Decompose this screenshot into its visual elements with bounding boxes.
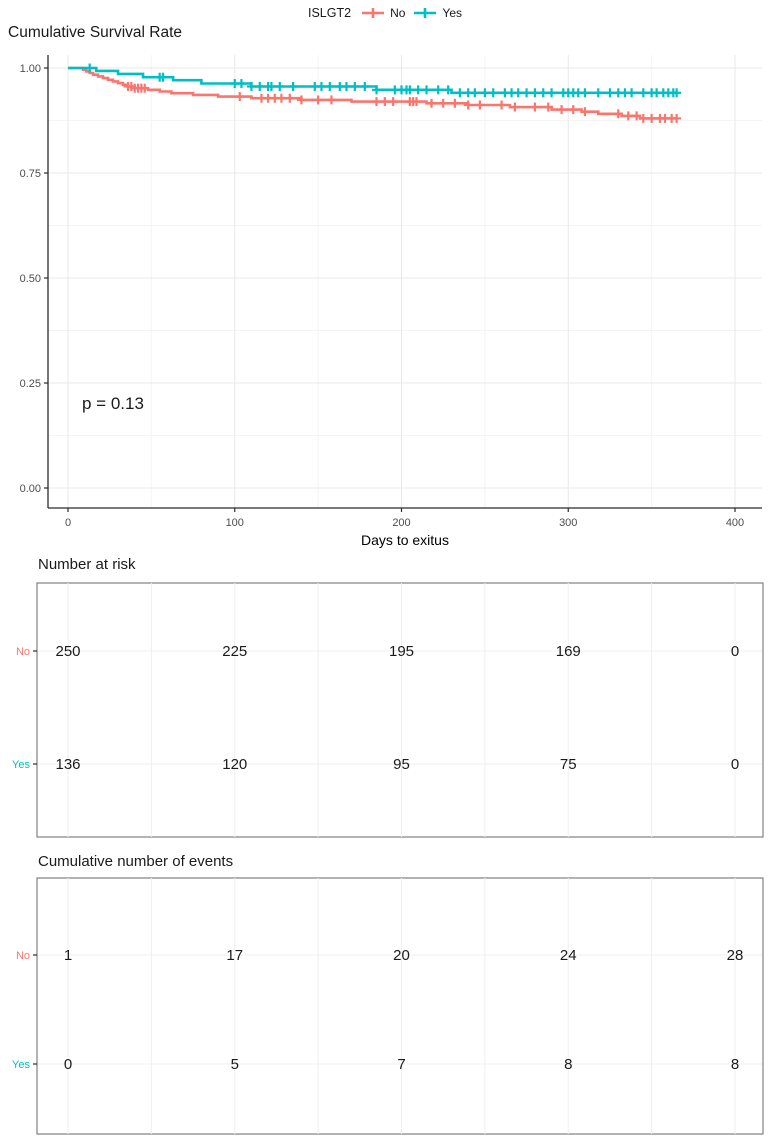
x-axis-ticks: 0 100 200 300 400 bbox=[65, 508, 744, 529]
table-gridlines bbox=[38, 878, 762, 1134]
table-value: 120 bbox=[222, 756, 247, 773]
p-value-label: p = 0.13 bbox=[82, 394, 144, 413]
censor-plus-icon bbox=[362, 8, 385, 18]
table-value: 28 bbox=[727, 947, 744, 964]
events-table-title: Cumulative number of events bbox=[38, 853, 234, 870]
table-value: 0 bbox=[731, 756, 739, 773]
table-value: 0 bbox=[731, 643, 739, 660]
gridlines bbox=[48, 55, 762, 508]
legend-item-no[interactable]: No bbox=[360, 6, 405, 20]
row-label-yes: Yes bbox=[12, 759, 30, 771]
table-value: 95 bbox=[393, 756, 410, 773]
censor-marks-yes bbox=[85, 63, 682, 98]
cumulative-events-table: No 1 17 20 24 28 Yes 0 5 7 8 8 bbox=[12, 877, 764, 1135]
table-value: 5 bbox=[231, 1056, 239, 1073]
table-value: 75 bbox=[560, 756, 577, 773]
legend-item-yes[interactable]: Yes bbox=[412, 6, 462, 20]
table-value: 225 bbox=[222, 643, 247, 660]
x-axis-label: Days to exitus bbox=[361, 532, 449, 548]
x-tick-label: 100 bbox=[226, 517, 244, 529]
survival-plot: 1.00 0.75 0.50 0.25 0.00 0 100 200 300 400 p = 0.1… bbox=[20, 55, 762, 529]
table-value: 17 bbox=[226, 947, 243, 964]
legend-title: ISLGT2 bbox=[308, 6, 352, 20]
y-tick-label: 0.25 bbox=[20, 378, 41, 390]
y-tick-label: 1.00 bbox=[20, 63, 41, 75]
number-at-risk-table: No 250 225 195 169 0 Yes 136 120 95 75 0 bbox=[12, 582, 764, 838]
table-value: 195 bbox=[389, 643, 414, 660]
x-tick-label: 0 bbox=[65, 517, 71, 529]
censor-marks-no bbox=[123, 81, 682, 123]
censor-plus-icon bbox=[414, 8, 437, 18]
legend-label-yes: Yes bbox=[442, 6, 462, 20]
y-tick-label: 0.75 bbox=[20, 168, 41, 180]
risk-table-title: Number at risk bbox=[38, 556, 136, 573]
row-label-no: No bbox=[16, 950, 30, 962]
y-tick-label: 0.00 bbox=[20, 483, 41, 495]
x-tick-label: 200 bbox=[392, 517, 410, 529]
y-axis-ticks: 1.00 0.75 0.50 0.25 0.00 bbox=[20, 63, 48, 495]
table-value: 8 bbox=[731, 1056, 739, 1073]
survival-curve-yes bbox=[68, 63, 682, 98]
x-tick-label: 400 bbox=[726, 517, 744, 529]
survival-curve-no bbox=[68, 66, 682, 123]
table-value: 136 bbox=[55, 756, 80, 773]
chart-title: Cumulative Survival Rate bbox=[8, 24, 183, 41]
table-gridlines bbox=[38, 583, 762, 837]
y-tick-label: 0.50 bbox=[20, 273, 41, 285]
legend: ISLGT2 No Yes bbox=[0, 6, 770, 20]
table-value: 7 bbox=[397, 1056, 405, 1073]
table-value: 0 bbox=[64, 1056, 72, 1073]
legend-label-no: No bbox=[390, 6, 406, 20]
row-label-yes: Yes bbox=[12, 1059, 30, 1071]
table-value: 250 bbox=[55, 643, 80, 660]
x-tick-label: 300 bbox=[559, 517, 577, 529]
row-label-no: No bbox=[16, 646, 30, 658]
table-value: 8 bbox=[564, 1056, 572, 1073]
axes bbox=[47, 55, 762, 509]
table-value: 169 bbox=[556, 643, 581, 660]
table-value: 20 bbox=[393, 947, 410, 964]
table-value: 1 bbox=[64, 947, 72, 964]
table-value: 24 bbox=[560, 947, 577, 964]
